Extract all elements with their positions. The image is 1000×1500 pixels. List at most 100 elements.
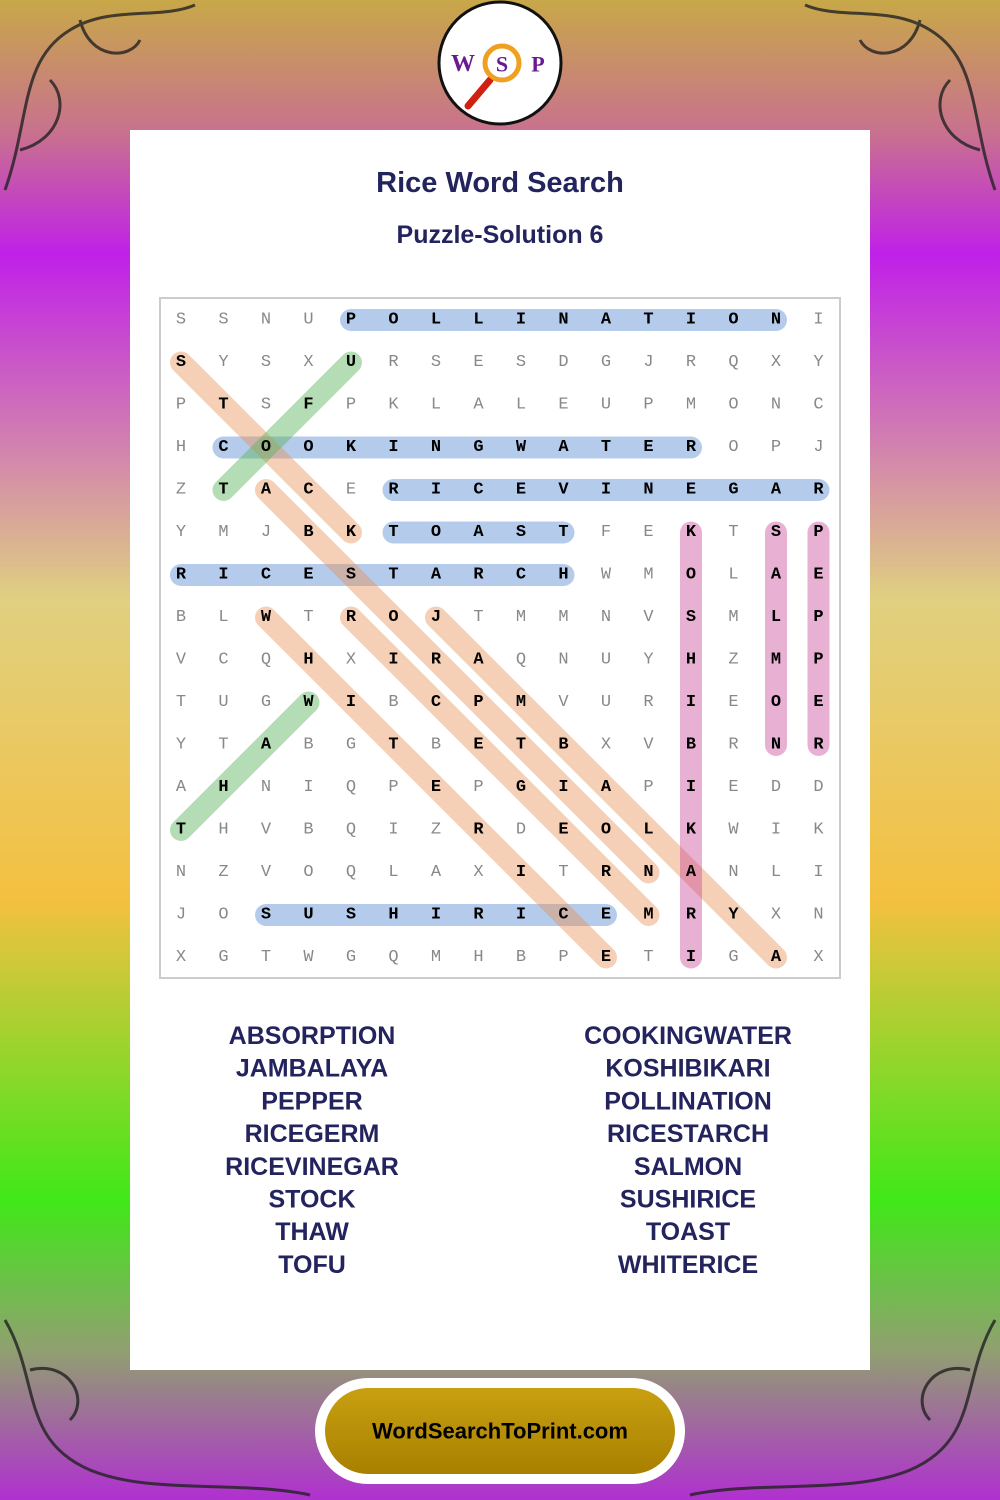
grid-letter: K <box>686 523 697 542</box>
grid-letter: W <box>601 566 612 585</box>
grid-letter: W <box>303 693 314 712</box>
grid-letter: B <box>303 736 313 755</box>
grid-letter: G <box>728 481 738 500</box>
grid-letter: F <box>601 523 611 542</box>
grid-letter: I <box>218 566 228 585</box>
grid-letter: E <box>728 778 738 797</box>
logo-handle <box>464 76 494 110</box>
grid-letter: P <box>473 693 483 712</box>
grid-letter: G <box>601 353 611 372</box>
word-item: PEPPER <box>261 1087 362 1115</box>
word-item: THAW <box>275 1218 349 1246</box>
grid-letter: T <box>388 523 398 542</box>
word-item: RICESTARCH <box>607 1120 769 1148</box>
grid-letter: M <box>516 693 526 712</box>
grid-letter: A <box>601 311 612 330</box>
grid-letter: P <box>473 778 483 797</box>
grid-letter: Y <box>813 353 823 372</box>
grid-letter: P <box>388 778 398 797</box>
grid-letter: M <box>218 523 228 542</box>
grid-letter: N <box>728 863 738 882</box>
grid-letter: C <box>218 438 228 457</box>
grid-letter: E <box>813 693 823 712</box>
grid-letter: R <box>686 906 697 925</box>
grid-letter: D <box>813 778 823 797</box>
grid-letter: S <box>686 608 696 627</box>
grid-letter: A <box>473 523 484 542</box>
grid-letter: T <box>643 311 653 330</box>
grid-letter: C <box>218 651 228 670</box>
grid-letter: F <box>303 396 313 415</box>
grid-letter: L <box>431 396 441 415</box>
logo-letter: S <box>496 52 508 77</box>
word-item: COOKINGWATER <box>584 1022 792 1050</box>
grid-letter: T <box>218 736 228 755</box>
footer-url[interactable]: WordSearchToPrint.com <box>372 1419 628 1444</box>
word-highlight <box>170 351 362 544</box>
word-item: ABSORPTION <box>229 1022 396 1050</box>
grid-letter: X <box>601 736 611 755</box>
grid-letter: R <box>388 353 398 372</box>
grid-letter: N <box>771 396 781 415</box>
word-item: STOCK <box>268 1186 355 1214</box>
grid-letter: R <box>388 481 399 500</box>
grid-letter: S <box>218 311 228 330</box>
grid-letter: I <box>516 311 526 330</box>
grid-letter: G <box>516 778 526 797</box>
word-item: JAMBALAYA <box>236 1055 388 1083</box>
grid-letter: Y <box>218 353 228 372</box>
grid-letter: E <box>473 353 483 372</box>
grid-letter: H <box>176 438 186 457</box>
word-item: TOFU <box>278 1251 346 1279</box>
grid-letter: L <box>431 311 441 330</box>
grid-letter: C <box>303 481 313 500</box>
word-highlight <box>340 606 660 926</box>
grid-letter: I <box>346 693 356 712</box>
grid-letter: P <box>176 396 186 415</box>
word-item: WHITERICE <box>618 1251 758 1279</box>
grid-letter: U <box>303 311 313 330</box>
footer-pill[interactable] <box>325 1388 675 1474</box>
grid-letter: J <box>261 523 271 542</box>
grid-letter: K <box>346 523 357 542</box>
word-list: ABSORPTION JAMBALAYA PEPPER RICEGERM RICEVIN… <box>225 1022 792 1279</box>
grid-letter: Z <box>431 821 441 840</box>
grid-letter: T <box>516 736 526 755</box>
grid-letter: B <box>686 736 696 755</box>
word-item: SALMON <box>634 1153 742 1181</box>
grid-letter: T <box>728 523 738 542</box>
grid-letter: E <box>813 566 823 585</box>
grid-letter: A <box>176 778 187 797</box>
highlights <box>170 309 830 969</box>
grid-letter: A <box>686 863 697 882</box>
grid-letter: I <box>686 311 696 330</box>
grid-letter: W <box>516 438 527 457</box>
grid-letter: E <box>686 481 696 500</box>
grid-letter: N <box>558 651 568 670</box>
grid-letter: U <box>601 651 611 670</box>
grid-letter: P <box>813 523 823 542</box>
grid-letter: V <box>558 693 569 712</box>
grid-letter: H <box>388 906 398 925</box>
grid-letter: H <box>558 566 568 585</box>
grid-letter: C <box>261 566 271 585</box>
grid-letter: R <box>473 906 484 925</box>
grid-letter: O <box>388 608 398 627</box>
grid-letter: V <box>643 736 654 755</box>
grid-letter: T <box>303 608 313 627</box>
title: Rice Word Search <box>376 167 624 199</box>
grid-letter: N <box>558 311 568 330</box>
subtitle: Puzzle-Solution 6 <box>397 221 604 249</box>
grid-letter: R <box>346 608 357 627</box>
grid-letter: X <box>813 948 823 967</box>
logo-letter: W <box>451 51 475 77</box>
grid-letter: J <box>813 438 823 457</box>
grid-letter: I <box>516 863 526 882</box>
grid-letter: E <box>473 736 483 755</box>
grid-letter: X <box>346 651 356 670</box>
grid-letter: I <box>303 778 313 797</box>
grid-letter: L <box>218 608 228 627</box>
word-item: TOAST <box>646 1218 730 1246</box>
grid-letter: N <box>643 481 653 500</box>
grid-letter: K <box>346 438 357 457</box>
